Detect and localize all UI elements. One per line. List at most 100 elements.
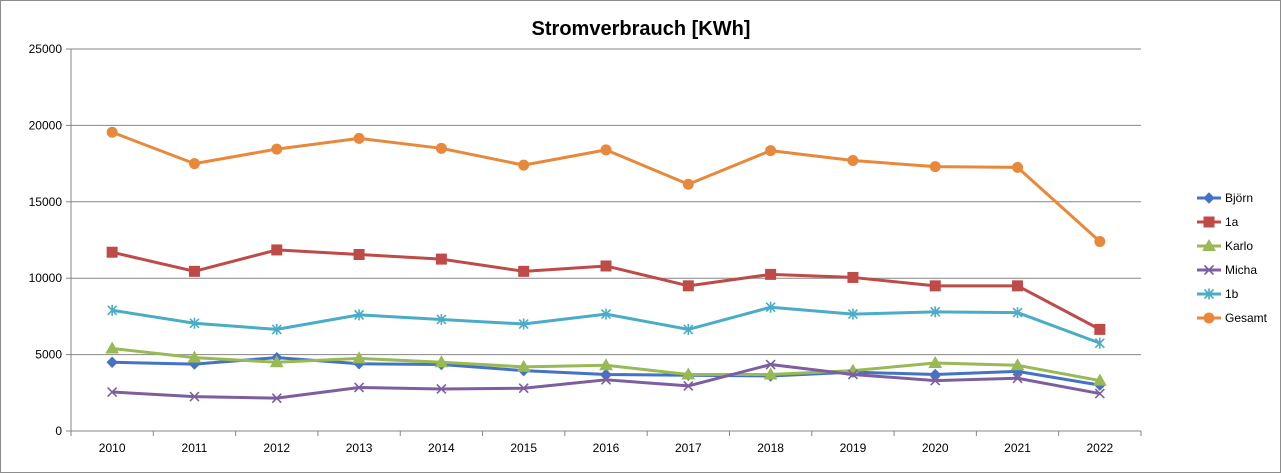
data-point xyxy=(683,323,694,335)
data-point xyxy=(106,356,118,368)
legend-marker xyxy=(1203,288,1215,300)
legend-item: Björn xyxy=(1197,191,1253,205)
data-point xyxy=(847,271,859,283)
legend: Björn 1a Karlo Micha 1b Gesamt xyxy=(1197,191,1268,325)
x-tick-label: 2019 xyxy=(840,441,867,455)
legend-label: 1a xyxy=(1225,215,1239,229)
x-tick-label: 2017 xyxy=(675,441,702,455)
data-point xyxy=(1094,388,1105,399)
data-point xyxy=(106,246,118,258)
data-point xyxy=(271,393,282,404)
data-point xyxy=(518,159,530,171)
y-tick-label: 25000 xyxy=(29,42,63,56)
data-point xyxy=(682,178,694,190)
legend-marker xyxy=(1203,312,1215,324)
data-point xyxy=(107,386,118,398)
data-point xyxy=(928,355,943,369)
data-point xyxy=(765,268,777,280)
data-point xyxy=(763,367,778,380)
data-point xyxy=(929,161,941,173)
legend-item: Micha xyxy=(1197,263,1257,277)
data-point xyxy=(271,323,282,335)
legend-item: 1a xyxy=(1197,215,1239,229)
data-point xyxy=(352,351,366,364)
x-tick-label: 2010 xyxy=(99,441,126,455)
x-tick-label: 2022 xyxy=(1086,441,1113,455)
data-point xyxy=(271,143,283,155)
data-point xyxy=(354,309,365,321)
data-point xyxy=(600,368,612,381)
gridlines xyxy=(71,48,1141,356)
data-point xyxy=(353,132,365,144)
series-micha xyxy=(107,359,1105,404)
data-point xyxy=(765,145,777,157)
data-point xyxy=(435,142,447,154)
chart-title: Stromverbrauch [KWh] xyxy=(532,18,751,40)
data-point xyxy=(600,308,612,320)
data-point xyxy=(436,383,447,395)
data-point xyxy=(353,249,365,261)
legend-marker xyxy=(1202,238,1216,251)
data-point xyxy=(1094,337,1105,349)
data-point xyxy=(929,280,941,292)
data-point xyxy=(1094,236,1106,248)
data-point xyxy=(930,306,941,318)
data-point xyxy=(600,260,612,272)
data-point xyxy=(599,358,613,371)
data-point xyxy=(765,301,776,313)
data-point xyxy=(1012,307,1023,319)
data-point xyxy=(435,253,447,265)
data-point xyxy=(436,313,447,325)
data-point xyxy=(1012,373,1023,384)
series-group xyxy=(105,126,1107,404)
data-point xyxy=(516,359,531,372)
x-tick-label: 2012 xyxy=(263,441,290,455)
data-point xyxy=(107,304,118,316)
axes: 0 5000 10000 15000 20000 25000 2010 2011 2012 201… xyxy=(29,42,1142,455)
data-point xyxy=(930,375,941,386)
data-point xyxy=(1012,161,1024,173)
data-point xyxy=(847,308,858,320)
data-point xyxy=(518,383,529,394)
data-point xyxy=(1092,373,1107,386)
data-point xyxy=(106,126,118,138)
legend-label: Micha xyxy=(1225,263,1257,277)
series-björn xyxy=(106,351,1106,391)
data-point xyxy=(682,280,694,292)
x-tick-label: 2016 xyxy=(593,441,620,455)
series-gesamt xyxy=(106,126,1106,248)
data-point xyxy=(847,369,858,380)
data-point xyxy=(847,155,859,167)
data-point xyxy=(600,374,612,385)
data-point xyxy=(189,317,200,329)
legend-label: Gesamt xyxy=(1225,311,1268,325)
x-tick-label: 2018 xyxy=(757,441,784,455)
legend-label: 1b xyxy=(1225,287,1239,301)
legend-label: Björn xyxy=(1225,191,1253,205)
data-point xyxy=(683,380,694,391)
legend-marker xyxy=(1203,192,1215,204)
series-karlo xyxy=(105,341,1107,386)
x-tick-label: 2014 xyxy=(428,441,455,455)
data-point xyxy=(189,391,200,402)
data-point xyxy=(518,318,529,330)
data-point xyxy=(434,355,449,368)
series-1a xyxy=(106,244,1106,335)
y-tick-label: 5000 xyxy=(35,348,62,362)
data-point xyxy=(188,265,200,277)
data-point xyxy=(600,144,612,156)
data-point xyxy=(1094,323,1106,335)
series-1b xyxy=(107,301,1105,349)
legend-item: Gesamt xyxy=(1197,311,1268,325)
x-tick-label: 2021 xyxy=(1004,441,1031,455)
data-point xyxy=(1012,280,1024,292)
legend-item: 1b xyxy=(1197,287,1239,301)
legend-item: Karlo xyxy=(1197,238,1253,253)
data-point xyxy=(681,367,696,380)
x-tick-label: 2011 xyxy=(182,441,208,455)
legend-marker xyxy=(1203,216,1215,228)
data-point xyxy=(354,382,365,393)
y-tick-label: 10000 xyxy=(29,271,63,285)
